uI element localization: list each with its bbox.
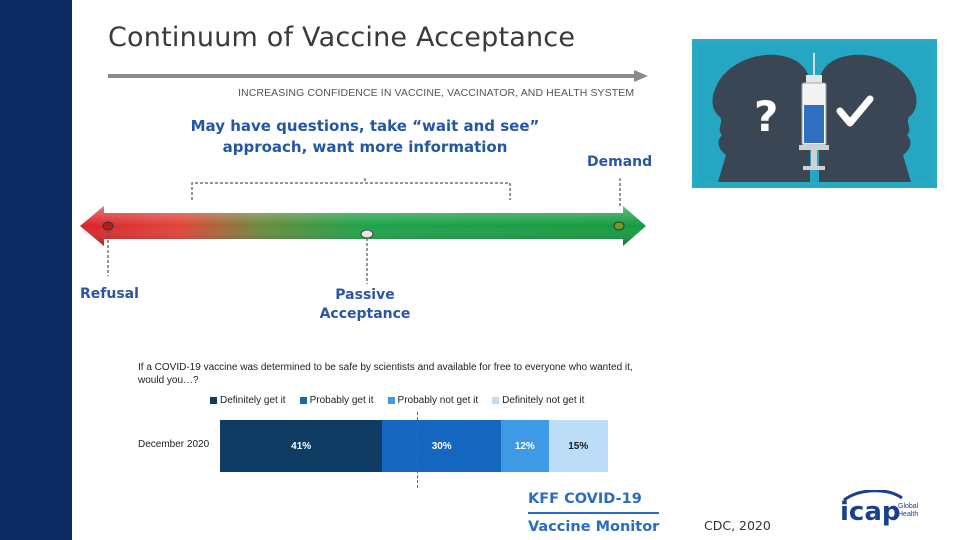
acceptance-spectrum [80,178,646,284]
refusal-marker [102,221,114,231]
legend-item: Definitely get it [210,395,286,406]
demand-label: Demand [587,154,653,170]
passive-line-1: Passive [335,287,395,303]
bar-segment-definitely-not-get: 15% [548,420,608,472]
citation: CDC, 2020 [704,518,771,533]
passive-acceptance-guide-line [417,412,418,488]
kff-source-logo: KFF COVID-19 Vaccine Monitor [528,487,660,540]
vaccine-illustration: ? [692,39,937,188]
kff-line-1: KFF COVID-19 [528,491,642,507]
passive-line-2: Acceptance [319,306,411,322]
syringe-icon [799,53,829,170]
icap-logo-text: icap [840,497,900,526]
callout-line-2: approach, want more information [222,138,508,156]
legend-label: Probably not get it [397,395,479,406]
survey-question: If a COVID-19 vaccine was determined to … [138,362,633,386]
demand-marker [613,221,625,231]
icap-tag-line-1: Global [898,503,919,510]
question-mark-icon: ? [754,92,778,141]
legend-item: Probably get it [299,395,374,406]
head-silhouette-icon [712,54,810,182]
icap-tag-line-2: Health [898,511,918,518]
bar-segment-definitely-get: 41% [220,420,383,472]
kff-line-2: Vaccine Monitor [528,512,660,540]
confidence-arrow [108,70,648,82]
head-silhouette-icon [819,54,917,182]
legend-swatch [210,397,217,404]
survey-legend: Definitely get it Probably get it Probab… [210,395,584,406]
legend-label: Probably get it [309,395,374,406]
legend-label: Definitely not get it [502,395,585,406]
legend-swatch [299,397,307,404]
survey-stacked-bar: 41% 30% 12% 15% [220,420,608,472]
refusal-label: Refusal [80,286,139,302]
left-sidebar-band [0,0,72,540]
confidence-subtitle: INCREASING CONFIDENCE IN VACCINE, VACCIN… [238,87,635,99]
wait-and-see-callout: May have questions, take “wait and see” … [190,116,540,158]
checkmark-icon [836,95,874,127]
legend-item: Probably not get it [387,395,479,406]
survey-row-label: December 2020 [138,439,210,450]
legend-swatch [387,397,395,404]
passive-marker [360,229,374,239]
bar-segment-probably-get: 30% [382,420,502,472]
legend-label: Definitely get it [220,395,286,406]
legend-swatch [492,397,500,404]
slide-title: Continuum of Vaccine Acceptance [108,22,576,53]
vaccine-illustration-graphic: ? [712,53,917,182]
bar-segment-probably-not-get: 12% [501,420,549,472]
callout-line-1: May have questions, take “wait and see” [190,117,540,135]
icap-arc-icon [843,490,903,502]
legend-item: Definitely not get it [492,395,584,406]
passive-acceptance-label: Passive Acceptance [318,286,412,324]
icap-logo: icap Global Health [840,490,919,526]
uncertain-range-bracket [191,182,511,200]
